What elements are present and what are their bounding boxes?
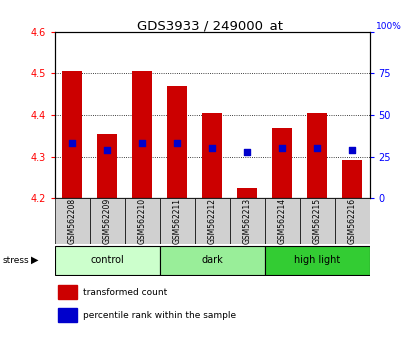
Bar — [160, 198, 194, 244]
Text: ▶: ▶ — [31, 255, 38, 265]
Text: GSM562211: GSM562211 — [173, 198, 181, 244]
Bar — [335, 198, 370, 244]
Text: percentile rank within the sample: percentile rank within the sample — [83, 310, 236, 320]
Bar — [342, 160, 362, 198]
Bar — [55, 198, 89, 244]
Bar — [202, 113, 222, 198]
Bar — [125, 198, 160, 244]
Bar — [307, 113, 327, 198]
Point — [349, 147, 355, 153]
Bar — [265, 198, 299, 244]
Bar — [265, 246, 370, 275]
Point — [314, 145, 320, 151]
Text: GSM562214: GSM562214 — [278, 198, 286, 244]
Text: GDS3933 / 249000_at: GDS3933 / 249000_at — [137, 19, 283, 33]
Point — [244, 149, 250, 154]
Text: GSM562209: GSM562209 — [102, 198, 112, 244]
Bar — [63, 72, 82, 198]
Text: GSM562212: GSM562212 — [207, 198, 217, 244]
Bar — [160, 246, 265, 275]
Point — [209, 145, 215, 151]
Bar — [97, 134, 117, 198]
Bar — [89, 198, 125, 244]
Text: 100%: 100% — [376, 22, 402, 31]
Point — [69, 141, 76, 146]
Text: GSM562210: GSM562210 — [138, 198, 147, 244]
Bar — [132, 72, 152, 198]
Bar — [273, 129, 292, 198]
Bar — [237, 188, 257, 198]
Bar — [230, 198, 265, 244]
Bar — [194, 198, 230, 244]
Text: dark: dark — [201, 255, 223, 264]
Text: GSM562215: GSM562215 — [312, 198, 322, 244]
Bar — [55, 246, 160, 275]
Bar — [58, 285, 77, 299]
Point — [139, 141, 145, 146]
Text: high light: high light — [294, 255, 340, 264]
Point — [174, 141, 181, 146]
Text: control: control — [90, 255, 124, 264]
Bar — [58, 308, 77, 322]
Text: GSM562216: GSM562216 — [348, 198, 357, 244]
Bar — [299, 198, 335, 244]
Point — [104, 147, 110, 153]
Bar — [168, 86, 187, 198]
Text: transformed count: transformed count — [83, 287, 167, 297]
Text: stress: stress — [2, 256, 29, 265]
Text: GSM562213: GSM562213 — [243, 198, 252, 244]
Text: GSM562208: GSM562208 — [68, 198, 76, 244]
Point — [279, 145, 286, 151]
